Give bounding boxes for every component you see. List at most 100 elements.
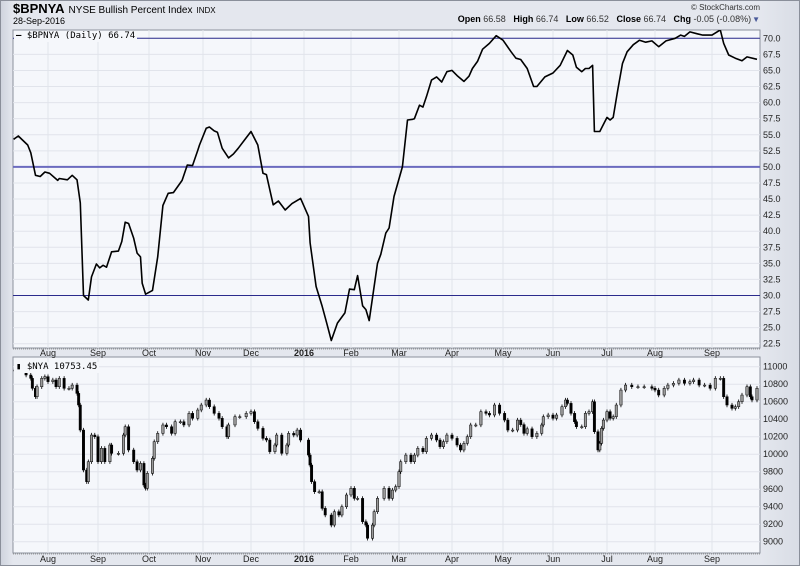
candle (421, 446, 425, 454)
candle (382, 486, 386, 501)
candle (474, 422, 478, 428)
candle-body (123, 426, 127, 436)
plot-area-0 (12, 29, 761, 349)
y-tick-label: 65.0 (763, 65, 781, 75)
candle (708, 382, 712, 391)
y-tick-label: 10000 (763, 449, 788, 459)
candle-body (249, 411, 253, 414)
candle-body (430, 434, 433, 439)
y-tick-label: 30.0 (763, 291, 781, 301)
x-tick-label: Sep (90, 348, 106, 358)
candle (364, 519, 368, 528)
candle-body (280, 434, 284, 454)
candle-body (541, 416, 545, 426)
candle (46, 374, 50, 384)
candle-body (196, 409, 200, 419)
candle (409, 452, 413, 464)
y-tick-label: 9000 (763, 537, 783, 547)
candle-body (217, 413, 221, 419)
candle-body (703, 384, 707, 387)
candle (650, 384, 654, 391)
x-tick-label: Dec (243, 554, 260, 564)
candle-body (54, 379, 58, 387)
candle (740, 392, 744, 404)
y-tick-label: 67.5 (763, 49, 781, 59)
candle-body (170, 426, 174, 434)
candle-body (332, 511, 336, 526)
candle (484, 409, 488, 416)
candle-body (207, 399, 211, 407)
candle (96, 434, 100, 464)
candle (123, 424, 127, 438)
candle (62, 376, 66, 391)
candle (110, 442, 114, 456)
candle (204, 397, 208, 408)
candle-body (268, 439, 272, 452)
candle (688, 379, 692, 386)
line-legend-icon: — (16, 31, 22, 41)
y-tick-label: 35.0 (763, 258, 781, 268)
candle (455, 436, 459, 448)
candle (560, 404, 564, 418)
candle-body (650, 386, 654, 389)
candle (479, 409, 483, 428)
y-tick-label: 9800 (763, 467, 783, 477)
candle-body (614, 404, 618, 417)
candle-body (57, 378, 61, 387)
candle (127, 424, 131, 453)
candle-body (273, 444, 277, 452)
candle (511, 427, 515, 433)
x-tick-label: Apr (445, 348, 459, 358)
candle (535, 431, 539, 439)
y-tick-label: 10200 (763, 432, 788, 442)
candle-body (62, 378, 66, 389)
candle (416, 446, 420, 458)
candle-body (462, 443, 466, 451)
candle (498, 402, 502, 416)
candle (317, 489, 321, 494)
candle (697, 377, 701, 388)
open-label: Open (457, 14, 481, 24)
candle-body (295, 429, 299, 436)
candle-body (310, 464, 314, 482)
candle (601, 417, 605, 431)
x-tick-label: Sep (90, 554, 106, 564)
candle-body (99, 448, 103, 462)
candle (307, 437, 310, 458)
candle (135, 459, 139, 473)
candle-body (387, 488, 391, 499)
top-legend: — $BPNYA (Daily) 66.74 (14, 31, 138, 42)
candle-body (682, 379, 686, 384)
high-value: 66.74 (535, 14, 559, 24)
candle-body (116, 453, 120, 455)
candle (519, 417, 523, 427)
candle (173, 419, 177, 436)
candle-body (506, 419, 510, 431)
candle (404, 452, 408, 464)
x-tick-label: Feb (343, 348, 359, 358)
candle (75, 382, 79, 396)
candle (703, 382, 707, 388)
candle (748, 384, 752, 399)
candle-body (722, 378, 726, 397)
bottom-legend: ▮ $NYA 10753.45 (14, 362, 100, 373)
candle-body (619, 389, 623, 406)
candle-body (587, 411, 591, 414)
candle (366, 522, 370, 541)
candle (465, 434, 469, 446)
candle-body (390, 489, 394, 499)
candle (390, 487, 394, 501)
candle (574, 419, 578, 429)
candle (337, 509, 341, 518)
dropdown-arrow-icon[interactable]: ▼ (752, 15, 760, 24)
candle-body (372, 511, 376, 526)
candle (713, 376, 717, 391)
candle (170, 424, 174, 436)
candle (164, 422, 168, 429)
chart-date: 28-Sep-2016 (13, 16, 66, 26)
candle-body (624, 384, 628, 391)
candle-body (337, 511, 341, 516)
candle (77, 391, 81, 408)
candle (244, 411, 248, 419)
candle-body (212, 406, 216, 414)
